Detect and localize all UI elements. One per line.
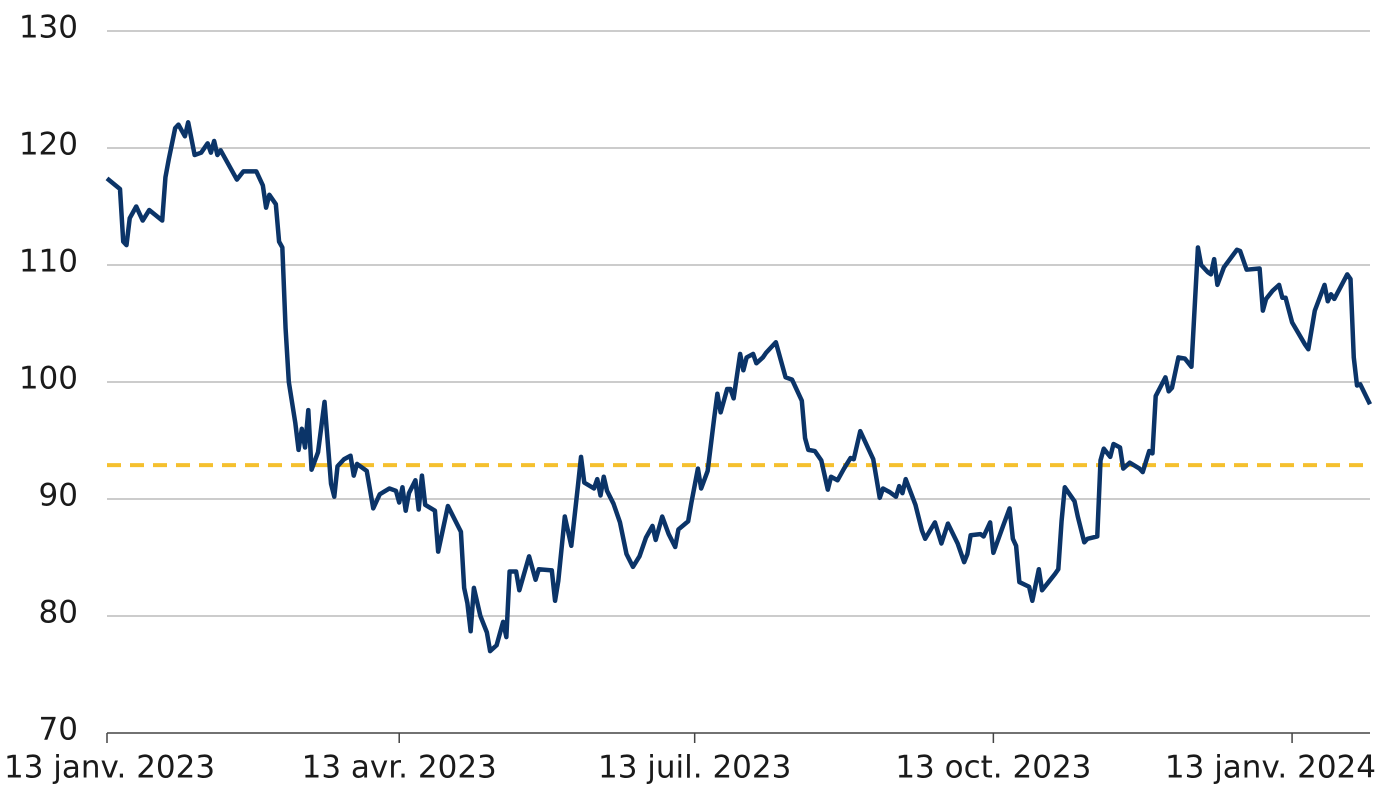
y-tick-label: 120: [19, 127, 78, 163]
y-tick-label: 110: [19, 244, 78, 280]
x-tick-label: 13 janv. 2023: [4, 750, 215, 786]
data-line: [105, 120, 1373, 654]
y-tick-label: 70: [39, 712, 78, 748]
x-tick-label: 13 juil. 2023: [598, 750, 791, 786]
y-tick-label: 80: [39, 595, 78, 631]
x-tick-label: 13 janv. 2024: [1165, 750, 1376, 786]
y-tick-label: 100: [19, 361, 78, 397]
x-tick-label: 13 avr. 2023: [302, 750, 497, 786]
y-tick-label: 130: [19, 10, 78, 46]
y-tick-label: 90: [39, 478, 78, 514]
x-tick-label: 13 oct. 2023: [895, 750, 1091, 786]
